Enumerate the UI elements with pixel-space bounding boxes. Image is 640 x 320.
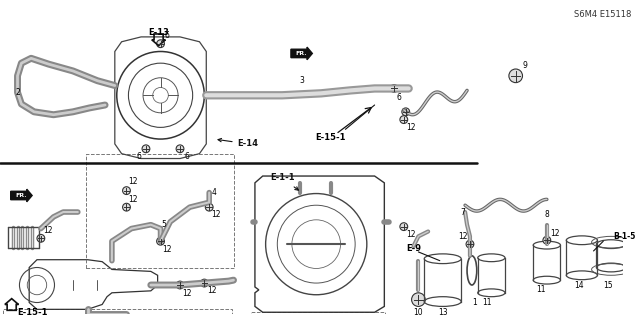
Circle shape <box>390 84 398 92</box>
Circle shape <box>176 145 184 153</box>
Text: E-13: E-13 <box>148 28 169 36</box>
Text: 12: 12 <box>43 226 52 235</box>
Text: 6: 6 <box>397 93 401 102</box>
Circle shape <box>402 108 410 116</box>
Text: 3: 3 <box>299 76 304 85</box>
Text: E-15-1: E-15-1 <box>316 132 346 142</box>
Text: 6: 6 <box>137 152 141 161</box>
Text: 13: 13 <box>438 308 447 317</box>
Text: 12: 12 <box>182 289 191 298</box>
Bar <box>86 154 234 268</box>
Circle shape <box>37 235 45 242</box>
Text: 4: 4 <box>212 188 216 197</box>
Text: 12: 12 <box>406 123 415 132</box>
Text: 12: 12 <box>458 232 468 241</box>
Text: 1: 1 <box>472 298 477 307</box>
Text: E-9: E-9 <box>406 244 421 252</box>
Text: FR.: FR. <box>15 193 28 198</box>
Circle shape <box>157 40 164 48</box>
Text: 12: 12 <box>207 286 217 295</box>
Text: S6M4 E15118: S6M4 E15118 <box>574 10 632 19</box>
Bar <box>251 312 385 320</box>
Circle shape <box>200 279 208 287</box>
Text: 12: 12 <box>129 177 138 186</box>
Text: FR.: FR. <box>296 51 307 56</box>
Circle shape <box>176 281 184 289</box>
Circle shape <box>205 203 213 211</box>
Text: 14: 14 <box>574 281 584 290</box>
Circle shape <box>157 237 164 245</box>
Text: 6: 6 <box>184 152 189 161</box>
Text: E-15-1: E-15-1 <box>17 308 48 317</box>
Circle shape <box>400 116 408 124</box>
Polygon shape <box>11 189 32 202</box>
Polygon shape <box>291 47 312 60</box>
Text: E-1-1: E-1-1 <box>270 173 298 190</box>
Circle shape <box>123 187 131 195</box>
Circle shape <box>400 223 408 230</box>
Text: 12: 12 <box>163 244 172 253</box>
Bar <box>3 309 232 320</box>
Circle shape <box>142 145 150 153</box>
Circle shape <box>412 293 425 307</box>
Text: 12: 12 <box>550 229 559 238</box>
Text: B-1-5: B-1-5 <box>613 232 636 241</box>
Circle shape <box>123 203 131 211</box>
Circle shape <box>509 69 522 83</box>
Text: 10: 10 <box>413 308 423 317</box>
Text: 8: 8 <box>545 211 549 220</box>
Text: 2: 2 <box>15 88 20 97</box>
Text: 7: 7 <box>461 208 465 217</box>
Text: 6: 6 <box>165 31 170 40</box>
Text: 11: 11 <box>536 285 546 294</box>
Text: 11: 11 <box>482 298 492 307</box>
Text: E-14: E-14 <box>218 139 259 148</box>
Text: 12: 12 <box>211 211 221 220</box>
Text: 9: 9 <box>523 60 528 70</box>
Text: 12: 12 <box>406 230 415 239</box>
Circle shape <box>466 240 474 248</box>
Circle shape <box>543 236 551 244</box>
Text: 12: 12 <box>129 195 138 204</box>
Text: 5: 5 <box>161 220 166 229</box>
Text: 15: 15 <box>604 281 613 290</box>
